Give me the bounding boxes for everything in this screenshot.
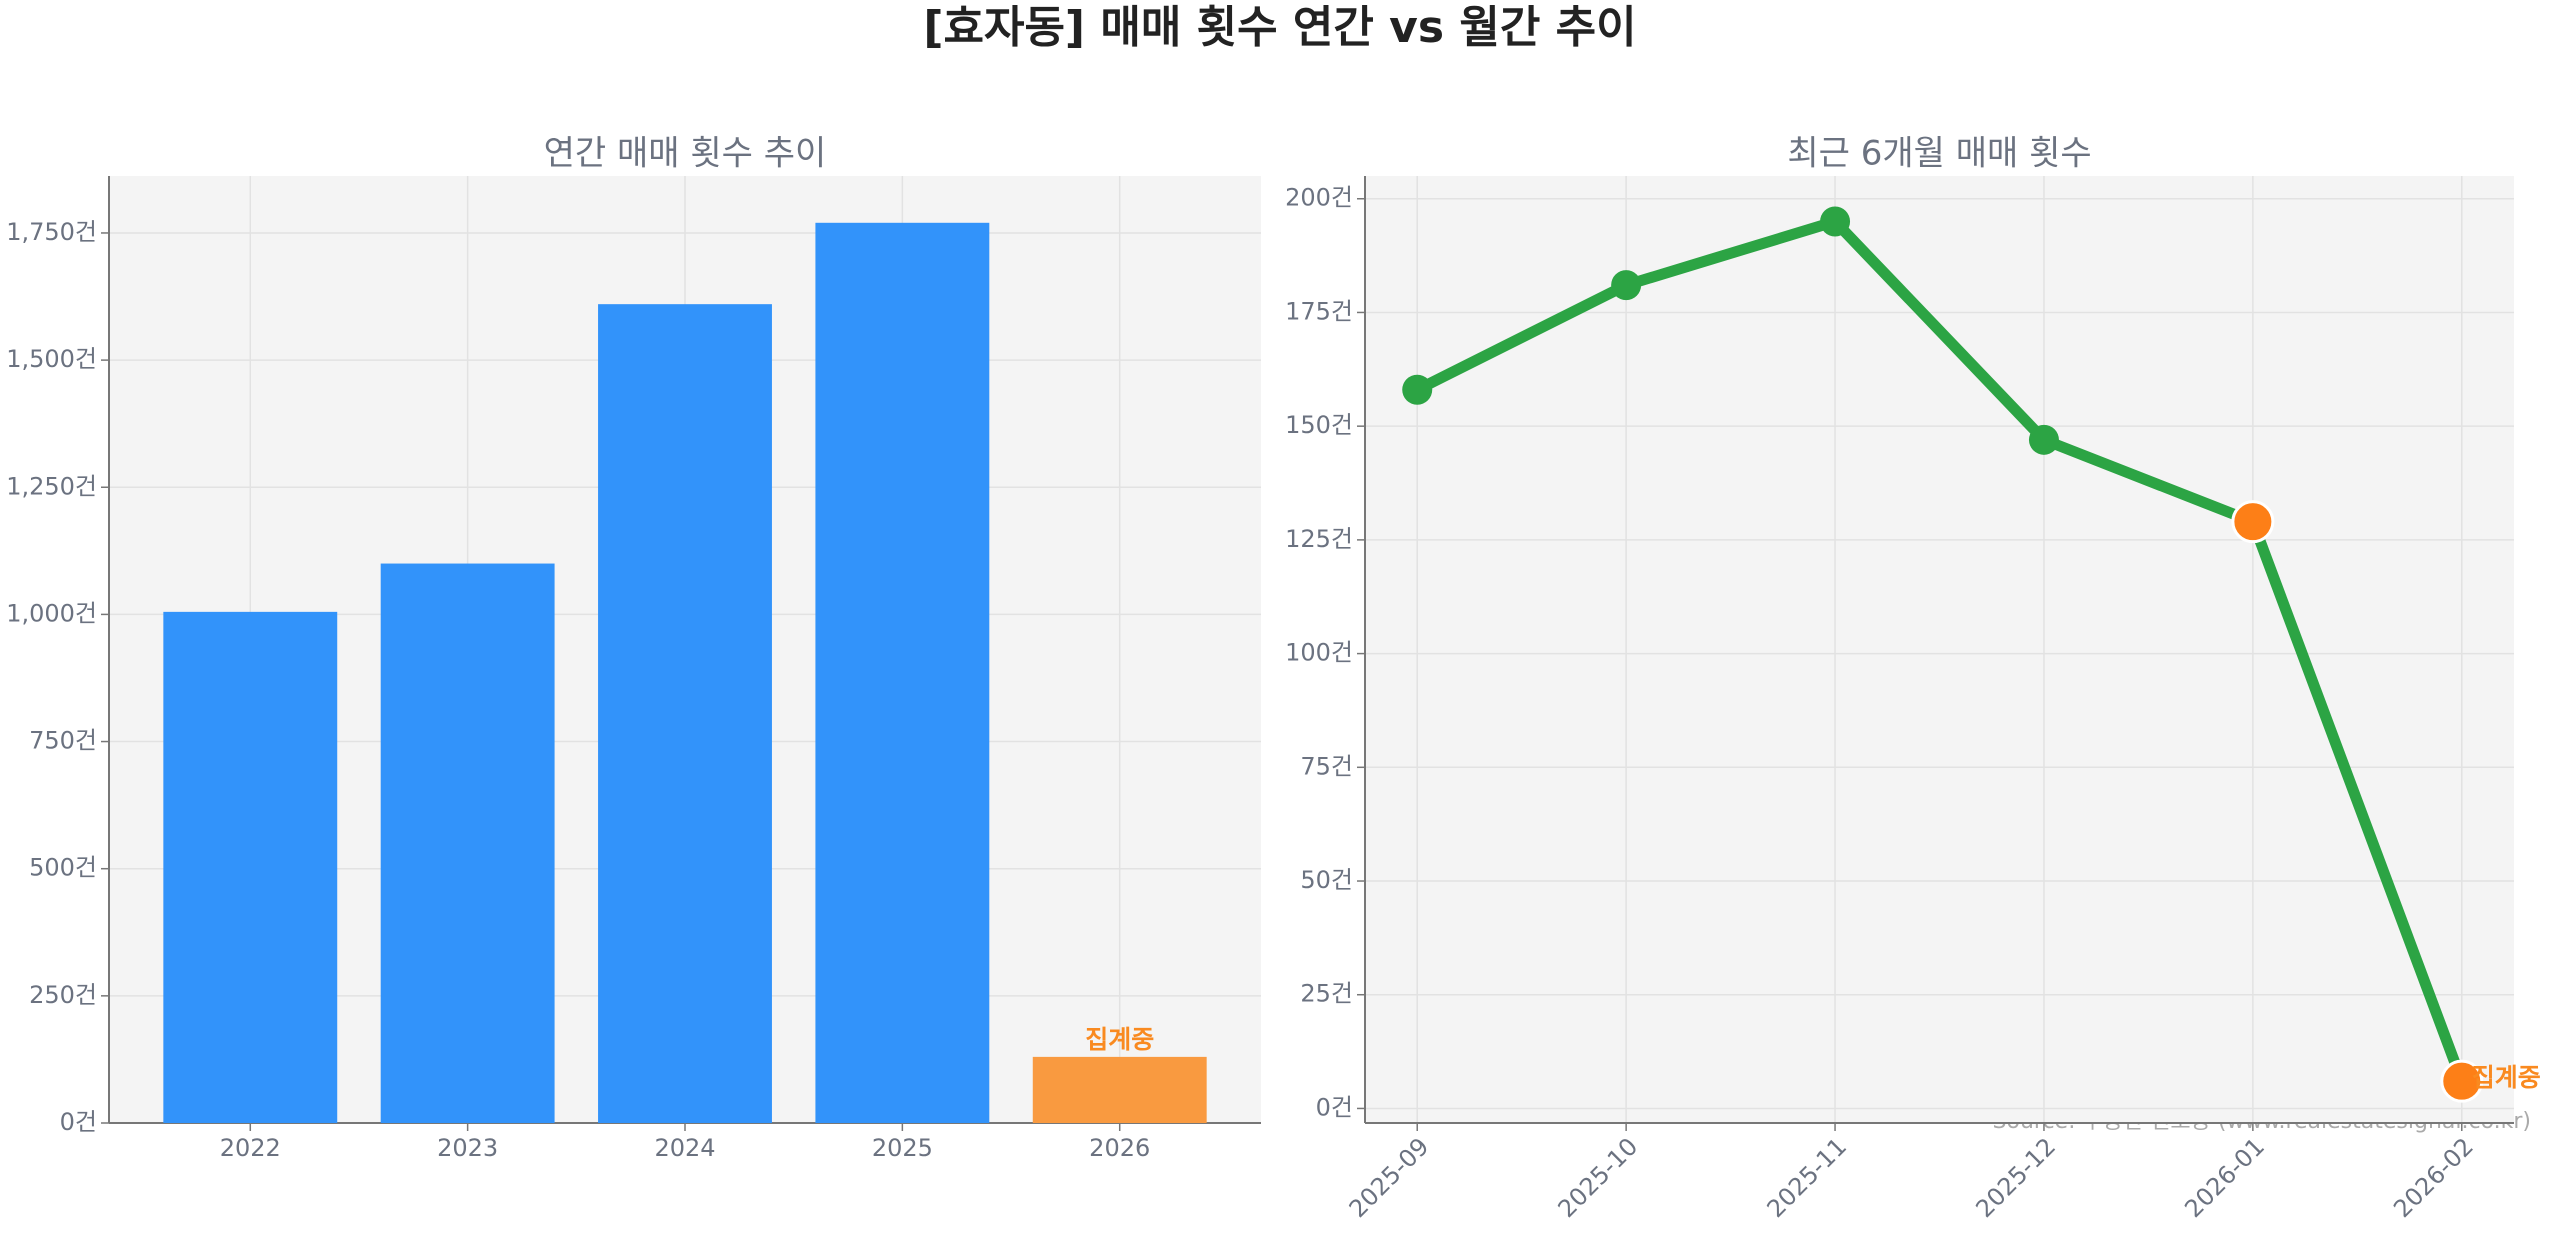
bar	[598, 304, 772, 1123]
marker	[2028, 424, 2059, 455]
bar	[163, 611, 338, 1123]
x-tick-label: 2023	[437, 1134, 498, 1162]
y-tick-label: 250건	[29, 981, 97, 1009]
plot-area	[1365, 176, 2514, 1123]
annotation: 집계중	[1085, 1025, 1154, 1054]
marker	[1402, 374, 1433, 405]
y-tick-label: 0건	[60, 1108, 97, 1136]
line	[1414, 215, 2467, 1084]
bar	[380, 563, 555, 1123]
y-tick-label: 1,500건	[6, 345, 97, 373]
y-tick-label: 0건	[1316, 1093, 1353, 1121]
y-tick-label: 1,000건	[6, 599, 97, 627]
y-tick-label: 125건	[1285, 525, 1353, 553]
marker	[2440, 1059, 2484, 1103]
x-tick-label: 2026-01	[2179, 1132, 2270, 1223]
annotation: 집계중	[2472, 1063, 2541, 1092]
x-tick-label: 2026-02	[2388, 1132, 2479, 1223]
x-tick-label: 2024	[654, 1134, 715, 1162]
subplot-title: 최근 6개월 매매 횟수	[1787, 134, 2091, 174]
y-tick-label: 75건	[1300, 752, 1353, 780]
x-tick-label: 2025	[872, 1134, 933, 1162]
x-tick-label: 2025-10	[1553, 1132, 1644, 1223]
subplot-title: 연간 매매 횟수 추이	[544, 134, 827, 174]
y-tick-label: 500건	[29, 854, 97, 882]
y-tick-label: 1,250건	[6, 472, 97, 500]
marker	[2231, 500, 2275, 544]
y-tick-label: 1,750건	[6, 218, 97, 246]
x-tick-label: 2025-11	[1762, 1132, 1853, 1223]
bar	[815, 222, 990, 1124]
marker	[1820, 206, 1851, 237]
y-tick-label: 150건	[1285, 411, 1353, 439]
bar	[1032, 1056, 1207, 1123]
figure-title: [효자동] 매매 횟수 연간 vs 월간 추이	[923, 2, 1636, 53]
y-tick-label: 50건	[1300, 866, 1353, 894]
x-tick-label: 2022	[220, 1134, 281, 1162]
x-tick-label: 2025-12	[1970, 1132, 2061, 1223]
marker	[1611, 270, 1642, 301]
x-tick-label: 2025-09	[1344, 1132, 1435, 1223]
y-tick-label: 200건	[1285, 184, 1353, 212]
y-tick-label: 25건	[1300, 980, 1353, 1008]
y-tick-label: 175건	[1285, 297, 1353, 325]
x-tick-label: 2026	[1089, 1134, 1150, 1162]
y-tick-label: 100건	[1285, 639, 1353, 667]
y-tick-label: 750건	[29, 727, 97, 755]
